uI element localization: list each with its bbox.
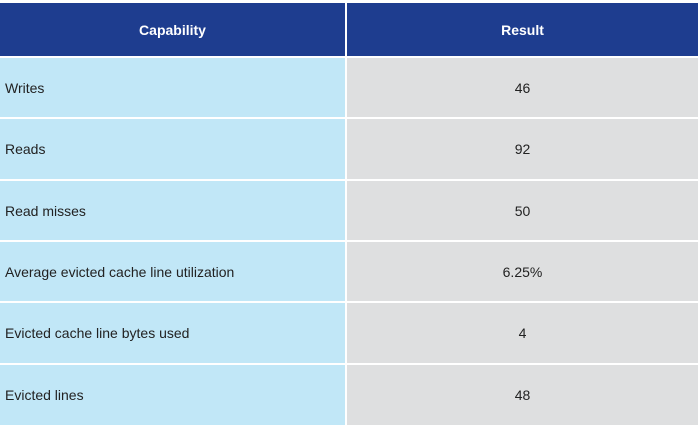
- capability-cell: Reads: [0, 119, 345, 179]
- result-cell: 92: [347, 119, 698, 179]
- table-row: Average evicted cache line utilization 6…: [0, 242, 698, 301]
- table-row: Evicted lines 48: [0, 365, 698, 425]
- capability-cell: Evicted lines: [0, 365, 345, 425]
- table-header-row: Capability Result: [0, 3, 698, 56]
- result-cell: 4: [347, 303, 698, 363]
- result-cell: 50: [347, 181, 698, 240]
- result-cell: 46: [347, 58, 698, 117]
- capability-cell: Writes: [0, 58, 345, 117]
- table-row: Evicted cache line bytes used 4: [0, 303, 698, 363]
- column-header-capability: Capability: [0, 3, 345, 56]
- column-header-result: Result: [347, 3, 698, 56]
- table-row: Writes 46: [0, 58, 698, 117]
- result-cell: 48: [347, 365, 698, 425]
- capability-cell: Evicted cache line bytes used: [0, 303, 345, 363]
- capability-cell: Read misses: [0, 181, 345, 240]
- table-row: Read misses 50: [0, 181, 698, 240]
- result-cell: 6.25%: [347, 242, 698, 301]
- table-row: Reads 92: [0, 119, 698, 179]
- capability-cell: Average evicted cache line utilization: [0, 242, 345, 301]
